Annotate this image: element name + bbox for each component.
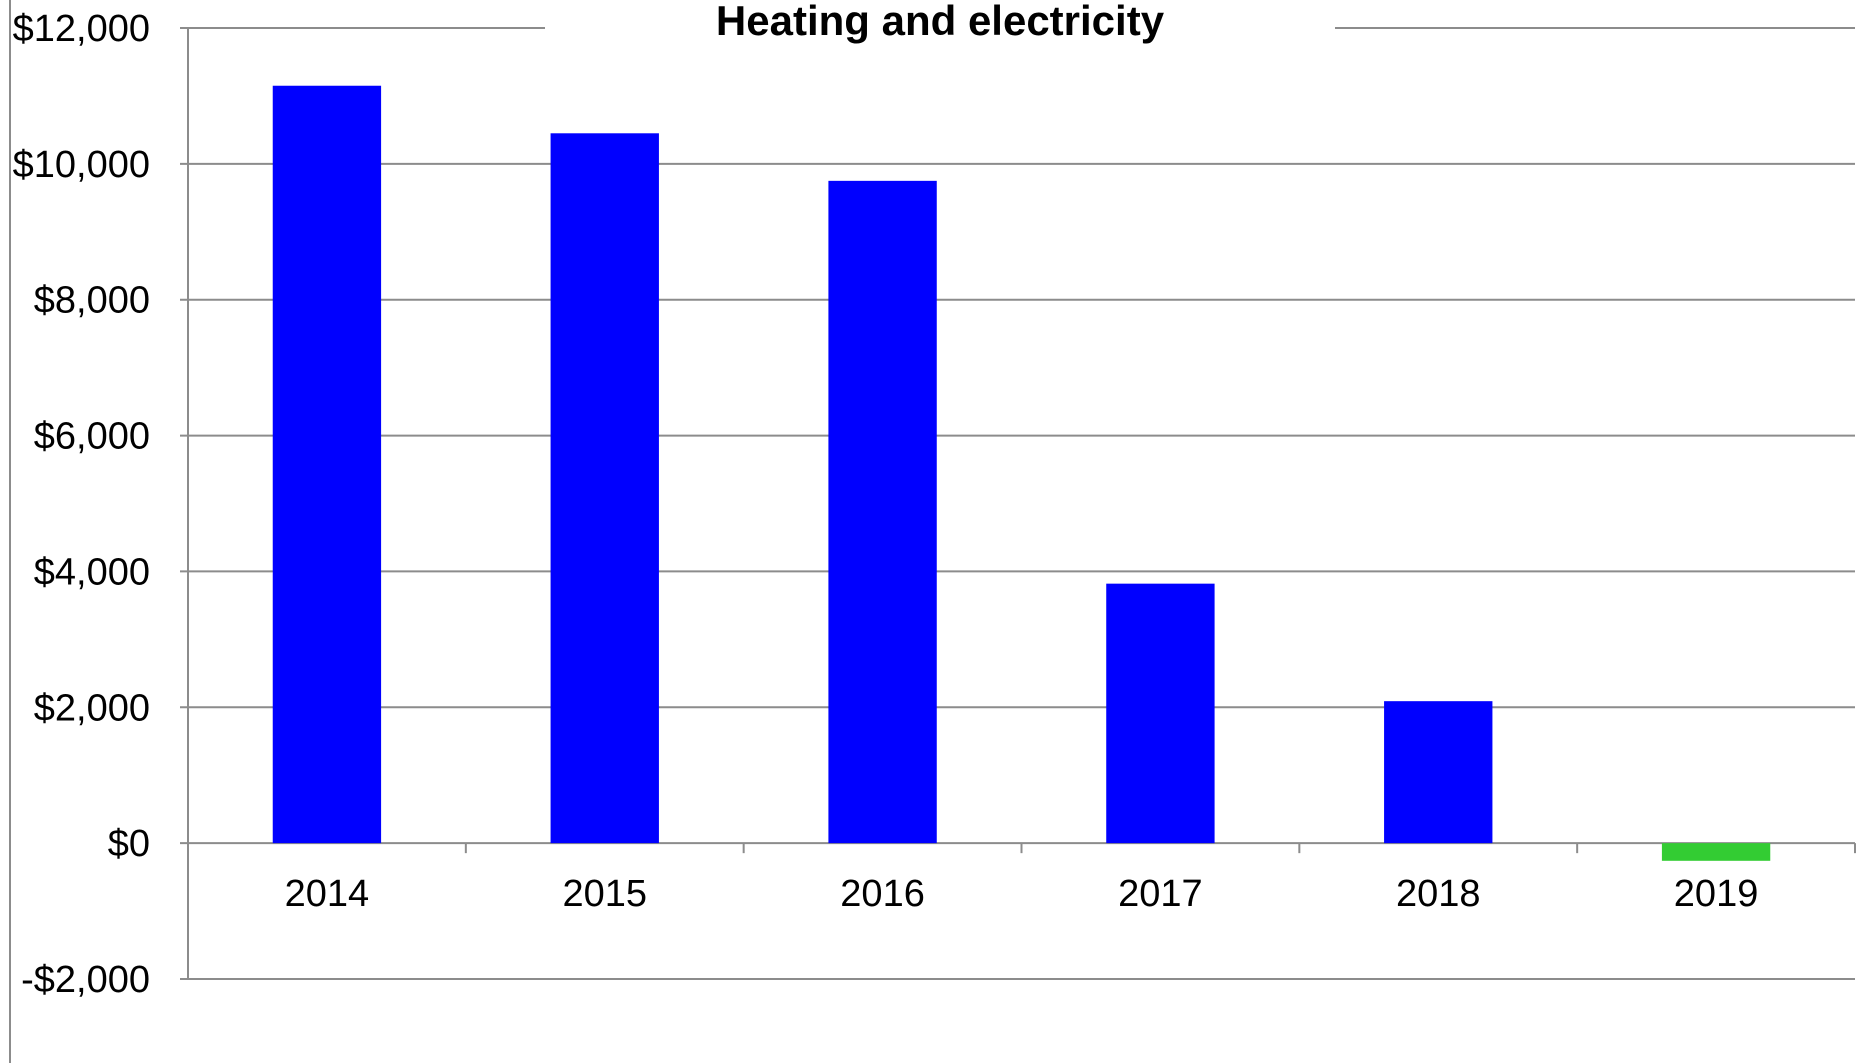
y-tick-label: $6,000 (34, 416, 150, 458)
chart-title-background (545, 0, 1335, 60)
bar-2017 (1106, 583, 1215, 844)
y-tick-label: $0 (108, 823, 150, 865)
x-tick-label: 2017 (1118, 873, 1203, 915)
gridlines (180, 27, 1855, 980)
bar-2016 (828, 180, 937, 844)
axes (9, 0, 1856, 1063)
chart-title: Heating and electricity (716, 0, 1165, 44)
x-tick-labels: 2014 2015 2016 2017 2018 2019 (285, 873, 1759, 915)
bar-2018 (1384, 701, 1493, 844)
y-tick-label: $10,000 (13, 144, 150, 186)
y-tick-label: -$2,000 (21, 959, 150, 1001)
y-tick-label: $2,000 (34, 687, 150, 729)
bars (272, 85, 1771, 861)
bar-2019 (1661, 843, 1771, 861)
y-tick-label: $12,000 (13, 8, 150, 50)
x-tick-label: 2019 (1674, 873, 1759, 915)
x-tick-label: 2018 (1396, 873, 1481, 915)
bar-2014 (272, 85, 382, 844)
x-tick-label: 2016 (840, 873, 925, 915)
x-tick-label: 2015 (562, 873, 647, 915)
y-tick-label: $4,000 (34, 551, 150, 593)
x-tick-label: 2014 (285, 873, 370, 915)
y-tick-labels: $12,000 $10,000 $8,000 $6,000 $4,000 $2,000 $0… (13, 8, 150, 1001)
y-tick-label: $8,000 (34, 280, 150, 322)
bar-2015 (550, 133, 659, 844)
